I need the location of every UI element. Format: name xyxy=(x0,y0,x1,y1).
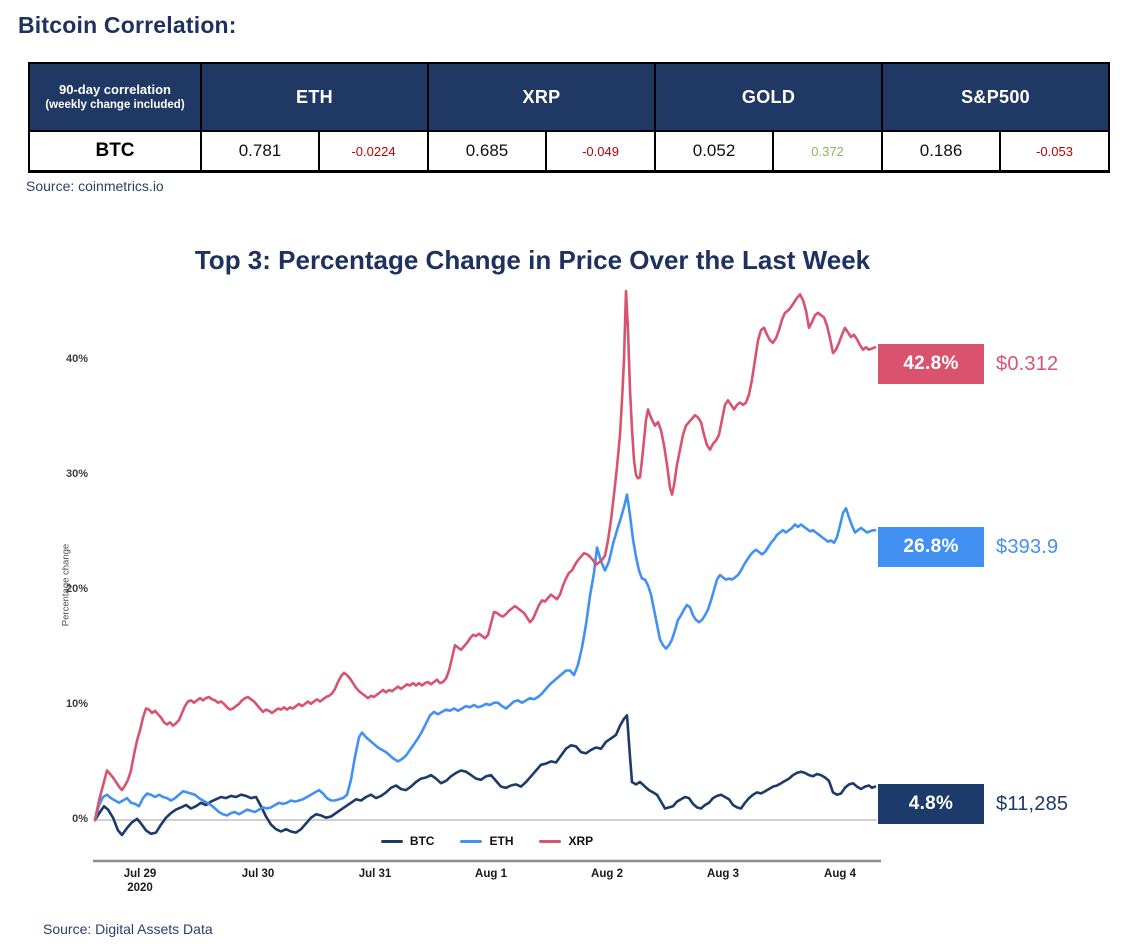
column-header-xrp: XRP xyxy=(426,62,657,132)
corner-line1: 90-day correlation xyxy=(59,82,171,97)
corner-cell: 90-day correlation (weekly change includ… xyxy=(28,62,202,132)
y-tick-30: 30% xyxy=(65,468,88,480)
legend-item-xrp: XRP xyxy=(539,834,593,848)
legend-label-eth: ETH xyxy=(489,834,514,848)
x-tick-aug-1: Aug 1 xyxy=(475,868,507,880)
x-tick-aug-3: Aug 3 xyxy=(707,868,739,880)
series-line-xrp xyxy=(93,289,877,822)
sp500-weekly-change: -0.053 xyxy=(999,130,1111,173)
price-label-eth: $393.9 xyxy=(996,536,1059,559)
table-data-row: BTC 0.781 -0.0224 0.685 -0.049 0.052 0.3… xyxy=(28,130,1111,173)
x-tick-year: 2020 xyxy=(127,882,153,894)
legend-item-btc: BTC xyxy=(380,834,435,848)
x-tick-jul-29: Jul 29 2020 xyxy=(95,867,185,895)
x-tick-jul-31: Jul 31 xyxy=(358,868,392,880)
legend-swatch-eth xyxy=(460,839,483,843)
legend-label-btc: BTC xyxy=(409,834,435,848)
y-tick-10: 10% xyxy=(65,698,88,710)
chart-source: Source: Digital Assets Data xyxy=(43,921,213,937)
x-tick-aug-2: Aug 2 xyxy=(591,868,623,880)
gold-weekly-change: 0.372 xyxy=(772,130,884,173)
price-label-btc: $11,285 xyxy=(996,792,1069,815)
legend-swatch-xrp xyxy=(539,839,562,843)
change-badge-eth: 26.8% xyxy=(878,527,984,568)
chart-legend: BTC ETH XRP xyxy=(95,834,879,848)
x-tick-jul-30: Jul 30 xyxy=(241,868,275,880)
column-header-sp500: S&P500 xyxy=(881,62,1111,132)
price-label-xrp: $0.312 xyxy=(996,353,1059,376)
y-tick-40: 40% xyxy=(65,353,88,365)
corner-line2: (weekly change included) xyxy=(45,99,185,111)
legend-item-eth: ETH xyxy=(460,834,513,848)
legend-swatch-btc xyxy=(380,839,403,843)
page-title: Bitcoin Correlation: xyxy=(18,12,237,38)
xrp-correlation: 0.685 xyxy=(427,130,547,173)
change-badge-btc: 4.8% xyxy=(878,783,984,824)
x-tick-aug-4: Aug 4 xyxy=(824,868,856,880)
series-line-eth xyxy=(93,493,877,822)
y-tick-0: 0% xyxy=(72,813,88,825)
column-header-gold: GOLD xyxy=(654,62,884,132)
legend-label-xrp: XRP xyxy=(568,834,594,848)
eth-weekly-change: -0.0224 xyxy=(318,130,429,173)
row-label-btc: BTC xyxy=(28,130,202,173)
table-source: Source: coinmetrics.io xyxy=(26,178,164,194)
chart-title: Top 3: Percentage Change in Price Over t… xyxy=(194,245,871,275)
table-header-row: 90-day correlation (weekly change includ… xyxy=(28,62,1111,132)
column-header-eth: ETH xyxy=(200,62,429,132)
sp500-correlation: 0.186 xyxy=(881,130,1002,173)
gold-correlation: 0.052 xyxy=(654,130,775,173)
xrp-weekly-change: -0.049 xyxy=(544,130,657,173)
correlation-table: 90-day correlation (weekly change includ… xyxy=(28,62,1111,173)
series-line-btc xyxy=(93,714,877,837)
change-badge-xrp: 42.8% xyxy=(878,344,984,385)
eth-correlation: 0.781 xyxy=(200,130,320,173)
y-tick-20: 20% xyxy=(65,583,88,595)
